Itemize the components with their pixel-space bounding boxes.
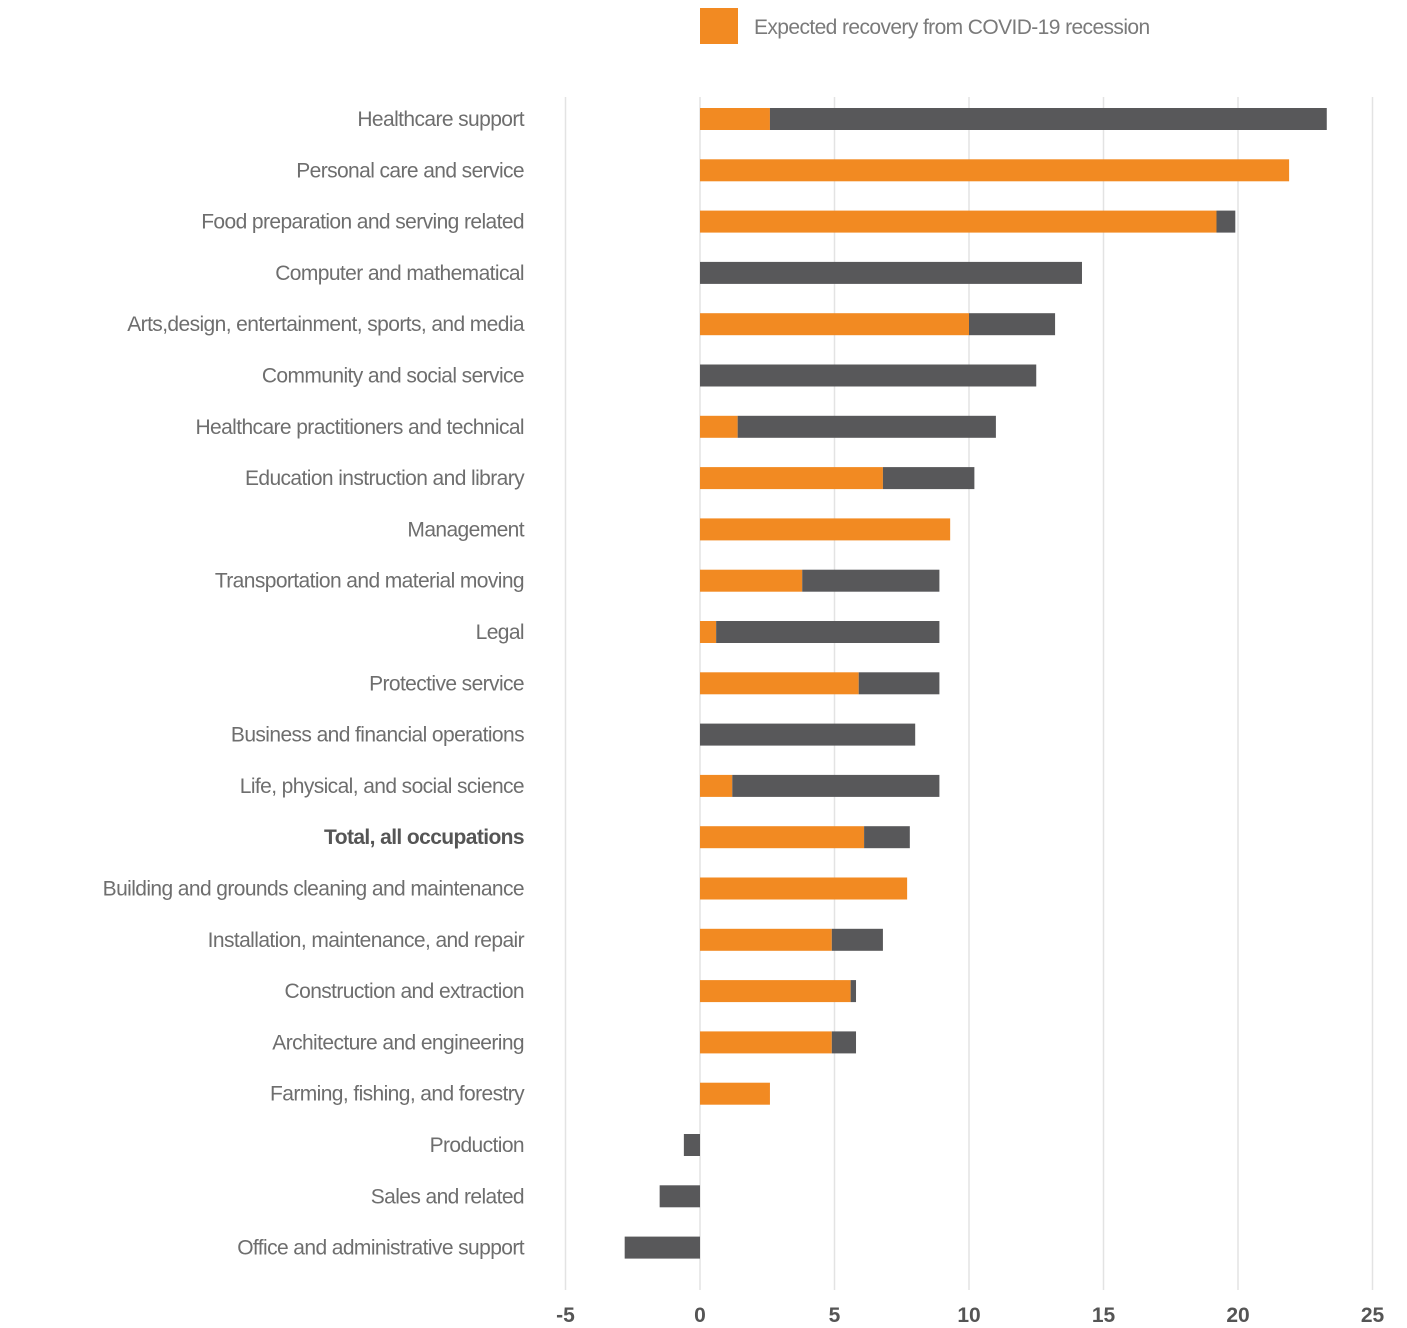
category-label-installation-maintenance-and-repair: Installation, maintenance, and repair (208, 929, 525, 952)
bar-transportation-and-material-moving-expected-recovery (700, 569, 803, 592)
bar-education-instruction-and-library-segment-2 (882, 467, 975, 490)
category-labels: Healthcare support Personal care and serv… (103, 108, 526, 1260)
bar-computer-and-mathematical-segment-2 (700, 261, 1082, 284)
bar-life-physical-and-social-science-segment-2 (732, 774, 940, 797)
category-label-legal: Legal (476, 621, 524, 644)
category-label-farming-fishing-and-forestry: Farming, fishing, and forestry (270, 1083, 525, 1106)
category-label-business-and-financial-operations: Business and financial operations (231, 724, 524, 747)
bar-construction-and-extraction-expected-recovery (700, 980, 851, 1003)
category-label-computer-and-mathematical: Computer and mathematical (275, 262, 524, 285)
category-label-arts-design-entertainment-sports-and-media: Arts,design, entertainment, sports, and … (127, 313, 525, 336)
bar-construction-and-extraction-segment-2 (850, 980, 857, 1003)
category-label-sales-and-related: Sales and related (371, 1185, 524, 1208)
category-label-construction-and-extraction: Construction and extraction (285, 980, 524, 1003)
bar-arts-design-entertainment-sports-and-media-segment-2 (969, 313, 1056, 336)
category-label-transportation-and-material-moving: Transportation and material moving (215, 570, 524, 593)
bar-farming-fishing-and-forestry-expected-recovery (700, 1082, 770, 1105)
category-label-building-and-grounds-cleaning-and-maintenance: Building and grounds cleaning and mainte… (103, 878, 524, 901)
x-tick-label-10: 10 (957, 1304, 980, 1327)
x-tick-label-25: 25 (1361, 1304, 1385, 1327)
bar-management-expected-recovery (700, 518, 951, 541)
bar-transportation-and-material-moving-segment-2 (802, 569, 940, 592)
x-tick-label-20: 20 (1226, 1304, 1249, 1327)
bar-healthcare-practitioners-and-technical-segment-2 (737, 415, 996, 438)
category-label-food-preparation-and-serving-related: Food preparation and serving related (201, 211, 524, 234)
bar-sales-and-related-segment-2 (659, 1185, 700, 1208)
x-tick-label-0: 0 (694, 1304, 706, 1327)
x-tick-label-15: 15 (1092, 1304, 1116, 1327)
bar-installation-maintenance-and-repair-expected-recovery (700, 928, 832, 951)
bar-protective-service-segment-2 (858, 672, 940, 695)
bar-community-and-social-service-segment-2 (700, 364, 1037, 387)
category-label-community-and-social-service: Community and social service (262, 365, 524, 388)
bar-building-and-grounds-cleaning-and-maintenance-expected-recovery (700, 877, 908, 900)
bar-protective-service-expected-recovery (700, 672, 859, 695)
category-label-education-instruction-and-library: Education instruction and library (245, 467, 525, 490)
bar-healthcare-practitioners-and-technical-expected-recovery (700, 415, 738, 438)
category-label-healthcare-support: Healthcare support (357, 108, 524, 131)
category-label-life-physical-and-social-science: Life, physical, and social science (240, 775, 524, 798)
legend: Expected recovery from COVID-19 recessio… (700, 8, 1150, 44)
bar-arts-design-entertainment-sports-and-media-expected-recovery (700, 313, 969, 336)
category-label-personal-care-and-service: Personal care and service (296, 159, 524, 182)
bar-architecture-and-engineering-segment-2 (831, 1031, 857, 1054)
bar-personal-care-and-service-expected-recovery (700, 159, 1290, 182)
category-label-protective-service: Protective service (369, 672, 524, 695)
category-label-management: Management (407, 518, 524, 541)
bar-food-preparation-and-serving-related-expected-recovery (700, 210, 1217, 233)
bar-legal-expected-recovery (700, 621, 717, 643)
bar-life-physical-and-social-science-expected-recovery (700, 774, 733, 797)
category-label-architecture-and-engineering: Architecture and engineering (272, 1031, 524, 1054)
category-label-production: Production (430, 1134, 524, 1157)
bar-office-and-administrative-support-segment-2 (624, 1236, 700, 1259)
x-tick-label--5: -5 (556, 1304, 575, 1327)
legend-swatch-expected-recovery (700, 8, 738, 44)
bar-legal-segment-2 (716, 621, 940, 643)
bar-architecture-and-engineering-expected-recovery (700, 1031, 832, 1054)
x-axis-tick-labels: -5 0 5 10 15 20 25 (556, 1304, 1384, 1327)
bar-production-segment-2 (683, 1134, 700, 1156)
category-label-total-all-occupations: Total, all occupations (324, 826, 524, 849)
x-tick-label-5: 5 (829, 1304, 841, 1327)
category-label-healthcare-practitioners-and-technical: Healthcare practitioners and technical (195, 416, 524, 439)
legend-label-expected-recovery: Expected recovery from COVID-19 recessio… (754, 16, 1150, 39)
bars (624, 108, 1327, 1259)
bar-total-all-occupations-expected-recovery (700, 826, 865, 849)
bar-total-all-occupations-segment-2 (864, 826, 910, 849)
bar-installation-maintenance-and-repair-segment-2 (831, 928, 883, 951)
category-label-office-and-administrative-support: Office and administrative support (237, 1237, 525, 1260)
bar-education-instruction-and-library-expected-recovery (700, 467, 883, 490)
bar-healthcare-support-segment-2 (769, 108, 1327, 130)
bar-business-and-financial-operations-segment-2 (700, 723, 916, 746)
bar-food-preparation-and-serving-related-segment-2 (1216, 210, 1236, 233)
bar-healthcare-support-expected-recovery (700, 108, 770, 130)
